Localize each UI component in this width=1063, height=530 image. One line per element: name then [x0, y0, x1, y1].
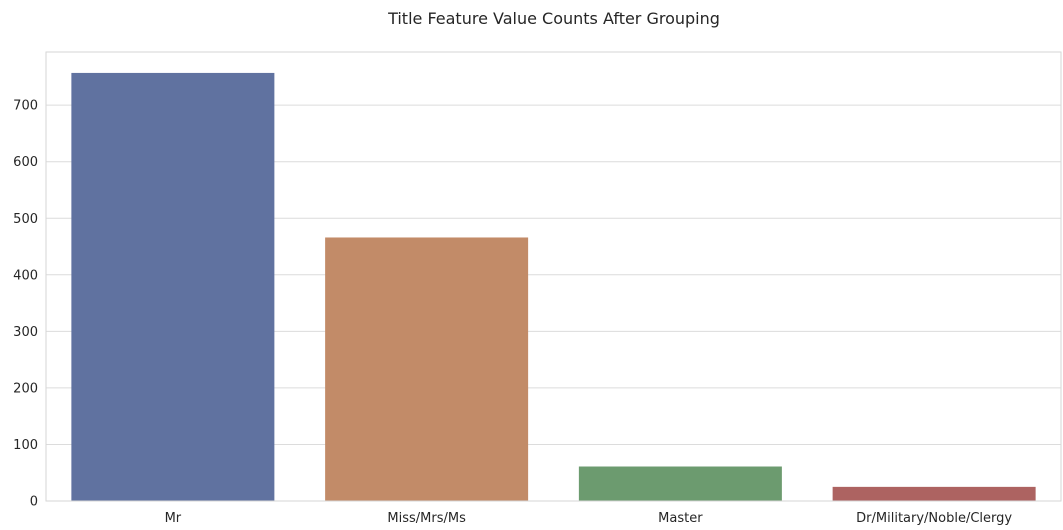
bar-miss-mrs-ms: [325, 237, 529, 501]
y-tick-label: 100: [13, 438, 38, 453]
x-tick-label: Mr: [165, 511, 182, 526]
bar-master: [578, 466, 782, 501]
x-tick-label: Miss/Mrs/Ms: [387, 511, 466, 526]
bars: [71, 72, 1036, 502]
bar-dr-military-noble-clergy: [832, 486, 1036, 501]
bar-mr: [71, 72, 275, 502]
y-tick-label: 700: [13, 99, 38, 114]
y-tick-label: 400: [13, 268, 38, 283]
x-tick-label: Master: [658, 511, 703, 526]
y-tick-label: 500: [13, 212, 38, 227]
x-axis-ticks: Mr Miss/Mrs/Ms Master Dr/Military/Noble/Cle…: [165, 511, 1013, 526]
y-tick-label: 200: [13, 381, 38, 396]
x-tick-label: Dr/Military/Noble/Clergy: [856, 511, 1012, 526]
y-tick-label: 600: [13, 155, 38, 170]
y-tick-label: 300: [13, 325, 38, 340]
y-axis-ticks: 0 100 200 300 400 500 600 700: [13, 99, 38, 510]
chart-title: Title Feature Value Counts After Groupin…: [387, 9, 720, 28]
plot-frame: [45, 51, 1062, 502]
y-tick-label: 0: [30, 495, 38, 510]
